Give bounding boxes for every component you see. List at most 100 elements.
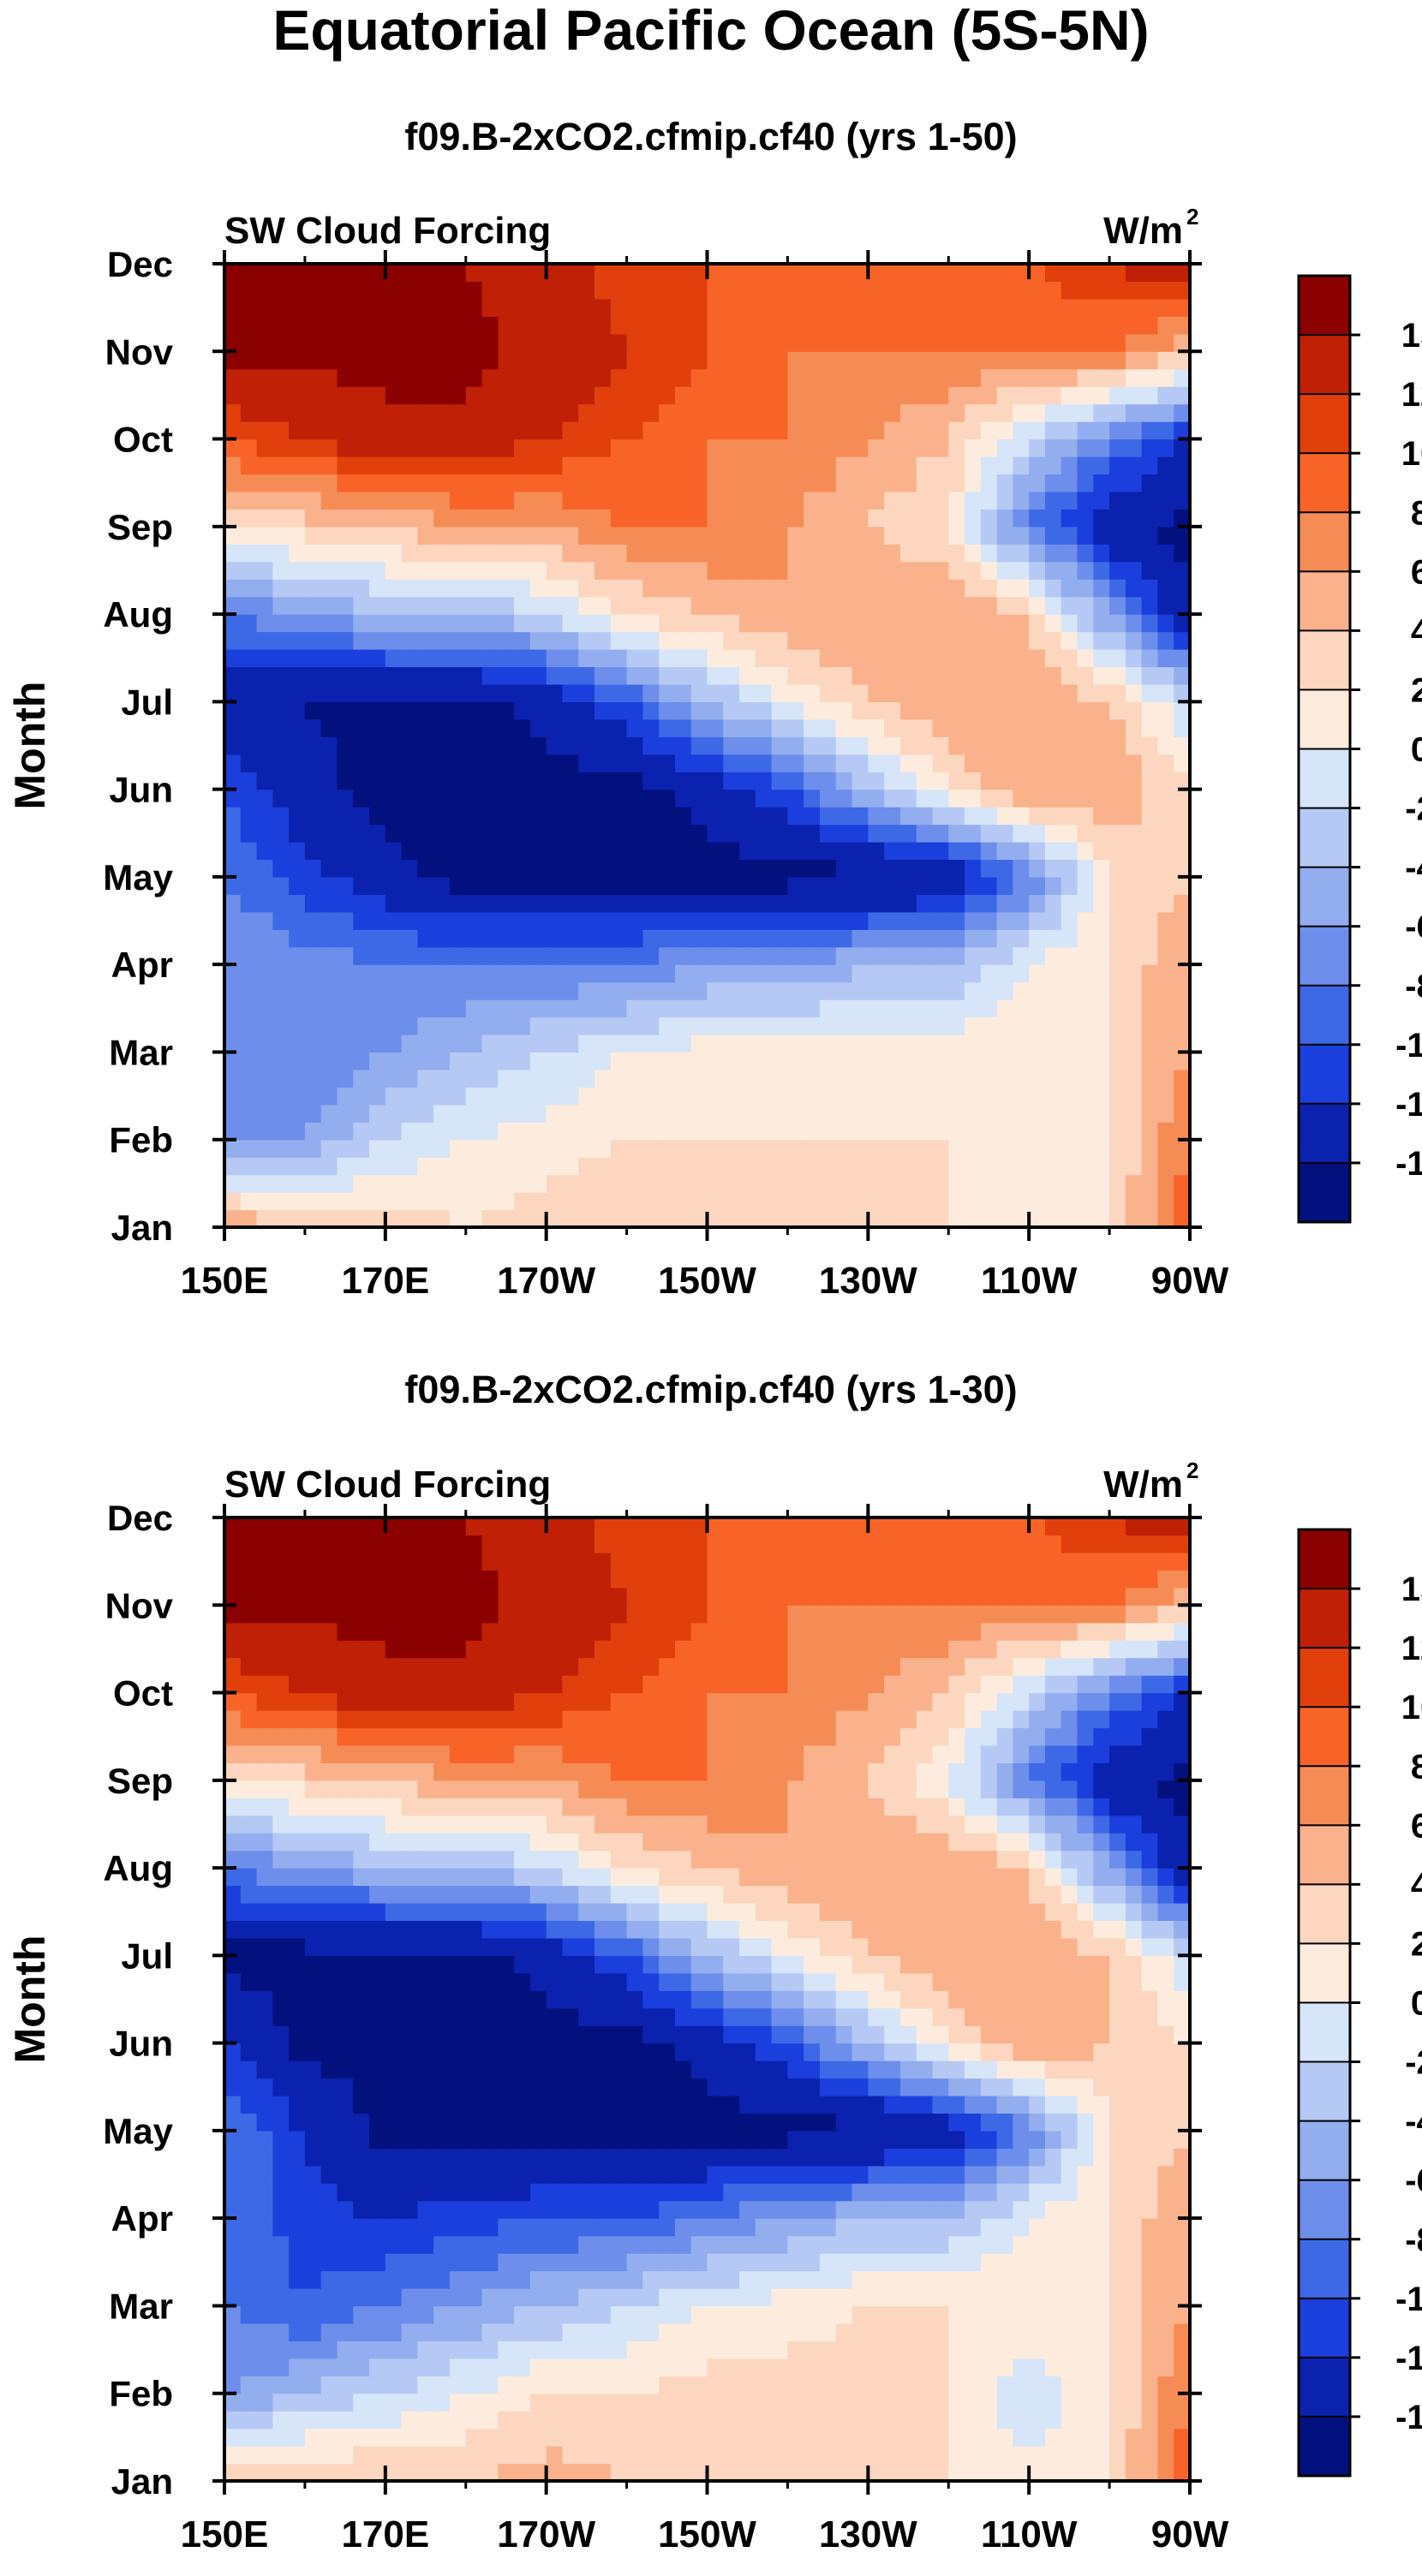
contour-cell: [1061, 2411, 1078, 2430]
contour-cell: [980, 474, 998, 492]
contour-cell: [433, 2078, 451, 2096]
contour-cell: [529, 281, 547, 300]
contour-cell: [417, 368, 434, 387]
contour-cell: [868, 491, 885, 510]
contour-cell: [659, 2218, 676, 2237]
contour-cell: [514, 1192, 531, 1211]
contour-cell: [1077, 333, 1094, 352]
contour-cell: [851, 281, 869, 300]
contour-cell: [1061, 2060, 1078, 2079]
contour-cell: [562, 438, 579, 457]
contour-cell: [256, 772, 273, 790]
contour-cell: [369, 2270, 386, 2289]
contour-cell: [594, 1035, 612, 1053]
contour-cell: [610, 2358, 628, 2376]
contour-cell: [353, 2042, 370, 2061]
contour-cell: [739, 1104, 756, 1123]
contour-cell: [224, 2235, 242, 2254]
contour-cell: [529, 2042, 547, 2061]
contour-cell: [385, 631, 403, 650]
contour-cell: [546, 2042, 564, 2061]
contour-cell: [417, 298, 434, 317]
contour-cell: [272, 1069, 290, 1088]
contour-cell: [417, 649, 434, 668]
contour-cell: [739, 1052, 756, 1070]
contour-cell: [1061, 509, 1078, 528]
contour-cell: [289, 1157, 306, 1176]
contour-cell: [1013, 981, 1030, 1000]
contour-cell: [642, 772, 660, 790]
contour-cell: [514, 2288, 531, 2307]
contour-cell: [1174, 491, 1191, 510]
contour-cell: [804, 333, 821, 352]
contour-cell: [642, 2218, 660, 2237]
contour-cell: [289, 2270, 306, 2289]
contour-cell: [1141, 649, 1159, 668]
contour-cell: [739, 876, 756, 895]
contour-cell: [240, 544, 258, 563]
contour-cell: [304, 964, 322, 983]
contour-cell: [1013, 526, 1030, 545]
contour-cell: [465, 911, 483, 930]
contour-cell: [965, 2376, 982, 2394]
contour-cell: [965, 368, 982, 387]
contour-cell: [948, 649, 965, 668]
contour-cell: [707, 683, 724, 702]
contour-cell: [1044, 579, 1062, 598]
contour-cell: [1141, 1122, 1159, 1141]
contour-cell: [965, 894, 982, 913]
contour-cell: [578, 438, 595, 457]
contour-cell: [578, 544, 595, 563]
contour-cell: [804, 544, 821, 563]
contour-cell: [899, 614, 917, 633]
contour-cell: [562, 2411, 579, 2430]
contour-cell: [804, 1052, 821, 1070]
contour-cell: [578, 1087, 595, 1106]
contour-cell: [1157, 2393, 1174, 2412]
contour-cell: [916, 1104, 934, 1123]
contour-cell: [1013, 824, 1030, 843]
contour-cell: [948, 2358, 965, 2376]
contour-cell: [1044, 2235, 1062, 2254]
contour-cell: [240, 894, 258, 913]
contour-cell: [304, 631, 322, 650]
contour-cell: [369, 1209, 386, 1228]
contour-cell: [659, 789, 676, 808]
contour-cell: [980, 526, 998, 545]
contour-cell: [465, 876, 483, 895]
contour-cell: [690, 2446, 708, 2465]
contour-cell: [562, 876, 579, 895]
contour-cell: [899, 2096, 917, 2114]
contour-cell: [659, 981, 676, 1000]
contour-cell: [674, 1192, 692, 1211]
contour-cell: [529, 2096, 547, 2114]
contour-cell: [851, 386, 869, 405]
contour-cell: [289, 2096, 306, 2114]
contour-cell: [369, 807, 386, 826]
contour-cell: [433, 2025, 451, 2044]
contour-cell: [289, 2393, 306, 2412]
contour-cell: [578, 2218, 595, 2237]
contour-cell: [739, 2113, 756, 2132]
contour-cell: [385, 596, 403, 615]
contour-cell: [659, 316, 676, 335]
contour-cell: [1093, 561, 1110, 580]
contour-cell: [610, 1069, 628, 1088]
contour-cell: [819, 1209, 837, 1228]
contour-cell: [433, 1069, 451, 1088]
contour-cell: [804, 876, 821, 895]
contour-cell: [1157, 474, 1174, 492]
contour-cell: [417, 859, 434, 878]
contour-cell: [1093, 1087, 1110, 1106]
contour-cell: [578, 368, 595, 387]
contour-cell: [514, 789, 531, 808]
contour-cell: [835, 474, 853, 492]
contour-cell: [498, 474, 515, 492]
contour-cell: [659, 842, 676, 861]
contour-cell: [674, 736, 692, 755]
contour-cell: [1061, 842, 1078, 861]
contour-cell: [514, 2200, 531, 2219]
contour-cell: [320, 2096, 338, 2114]
contour-cell: [1044, 474, 1062, 492]
contour-cell: [674, 1209, 692, 1228]
